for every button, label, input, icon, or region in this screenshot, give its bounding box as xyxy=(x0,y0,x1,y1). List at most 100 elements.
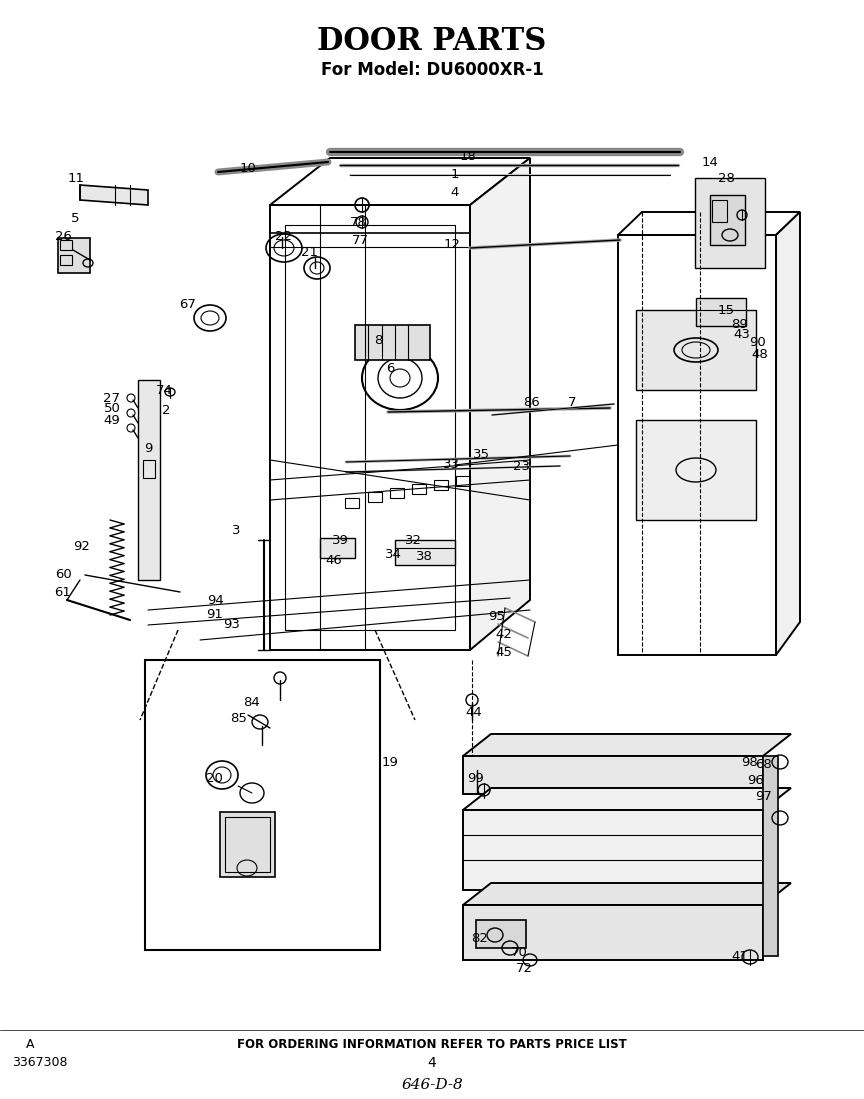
Bar xyxy=(710,195,745,245)
Bar xyxy=(390,488,404,498)
Bar xyxy=(58,238,90,273)
Bar xyxy=(412,484,426,493)
Bar xyxy=(320,539,355,558)
Bar xyxy=(138,380,160,580)
Text: 99: 99 xyxy=(467,771,485,785)
Polygon shape xyxy=(776,212,800,655)
Text: 7: 7 xyxy=(568,397,576,410)
Text: 20: 20 xyxy=(206,771,222,785)
Text: 70: 70 xyxy=(511,946,527,959)
Bar xyxy=(220,812,275,877)
Bar xyxy=(636,420,756,520)
Text: 34: 34 xyxy=(384,548,402,562)
Text: 74: 74 xyxy=(156,384,173,397)
Text: 32: 32 xyxy=(404,533,422,546)
Text: 48: 48 xyxy=(752,348,768,362)
Text: 43: 43 xyxy=(734,329,751,342)
Bar xyxy=(434,480,448,490)
Text: 60: 60 xyxy=(54,568,72,581)
Text: 46: 46 xyxy=(326,554,342,566)
Polygon shape xyxy=(80,185,148,206)
Polygon shape xyxy=(463,882,791,904)
Text: 96: 96 xyxy=(747,774,765,787)
Text: 92: 92 xyxy=(73,540,91,553)
Text: 3: 3 xyxy=(232,523,240,536)
Bar xyxy=(145,660,380,950)
Bar xyxy=(712,200,727,222)
Text: 1: 1 xyxy=(451,168,460,181)
Text: 11: 11 xyxy=(67,171,85,185)
Bar xyxy=(225,817,270,872)
Text: 98: 98 xyxy=(740,756,758,769)
Text: 28: 28 xyxy=(718,171,734,185)
Text: 94: 94 xyxy=(206,593,224,607)
Bar xyxy=(60,240,72,249)
Text: 4: 4 xyxy=(451,187,459,200)
Bar xyxy=(618,235,776,655)
Text: 85: 85 xyxy=(231,711,247,724)
Bar xyxy=(476,920,526,948)
Bar xyxy=(636,310,756,390)
Text: 38: 38 xyxy=(416,551,433,564)
Bar xyxy=(285,225,455,630)
Bar xyxy=(368,492,382,502)
Bar xyxy=(270,206,470,650)
Polygon shape xyxy=(470,158,530,650)
Bar xyxy=(355,325,430,360)
Text: 5: 5 xyxy=(71,211,79,224)
Text: 14: 14 xyxy=(702,155,719,168)
Text: 97: 97 xyxy=(755,789,772,802)
Text: For Model: DU6000XR-1: For Model: DU6000XR-1 xyxy=(321,62,543,79)
Bar xyxy=(143,460,155,478)
Text: 9: 9 xyxy=(143,442,152,455)
Text: DOOR PARTS: DOOR PARTS xyxy=(317,26,547,57)
Text: 33: 33 xyxy=(442,457,460,470)
Text: 93: 93 xyxy=(224,619,240,632)
Text: 646-D-8: 646-D-8 xyxy=(401,1078,463,1092)
Text: 90: 90 xyxy=(748,336,766,349)
Bar xyxy=(345,498,359,508)
Bar xyxy=(463,904,763,961)
Bar xyxy=(60,255,72,265)
Text: 35: 35 xyxy=(473,447,490,460)
Bar xyxy=(463,756,763,793)
Text: 86: 86 xyxy=(524,397,540,410)
Text: 4: 4 xyxy=(428,1056,436,1070)
Bar xyxy=(763,756,778,956)
Bar xyxy=(696,298,746,326)
Polygon shape xyxy=(463,734,791,756)
Bar xyxy=(456,476,470,486)
Text: 61: 61 xyxy=(54,587,72,599)
Text: 12: 12 xyxy=(443,238,461,252)
Bar xyxy=(695,178,765,268)
Text: 95: 95 xyxy=(488,611,505,623)
Text: 72: 72 xyxy=(516,962,532,975)
Text: 26: 26 xyxy=(54,231,72,244)
Text: 15: 15 xyxy=(717,303,734,317)
Text: 41: 41 xyxy=(732,951,748,964)
Text: 44: 44 xyxy=(466,707,482,720)
Text: 78: 78 xyxy=(350,215,366,229)
Text: 68: 68 xyxy=(756,757,772,770)
Text: 77: 77 xyxy=(352,233,369,246)
Text: 82: 82 xyxy=(472,932,488,944)
Text: 18: 18 xyxy=(460,151,476,164)
Text: 10: 10 xyxy=(239,162,257,175)
Bar xyxy=(463,810,763,890)
Text: 19: 19 xyxy=(382,756,398,769)
Text: 6: 6 xyxy=(386,362,394,375)
Text: 8: 8 xyxy=(374,333,382,346)
Text: 39: 39 xyxy=(332,533,348,546)
Text: A: A xyxy=(26,1039,35,1052)
Text: 50: 50 xyxy=(104,401,120,414)
Polygon shape xyxy=(463,788,791,810)
Text: 2: 2 xyxy=(162,403,170,417)
Bar xyxy=(395,540,455,565)
Text: 3367308: 3367308 xyxy=(12,1056,67,1069)
Text: 89: 89 xyxy=(732,319,748,332)
Text: 23: 23 xyxy=(513,459,530,473)
Text: 45: 45 xyxy=(496,645,512,658)
Text: 67: 67 xyxy=(180,299,196,311)
Text: 22: 22 xyxy=(276,231,293,244)
Text: 91: 91 xyxy=(206,608,224,621)
